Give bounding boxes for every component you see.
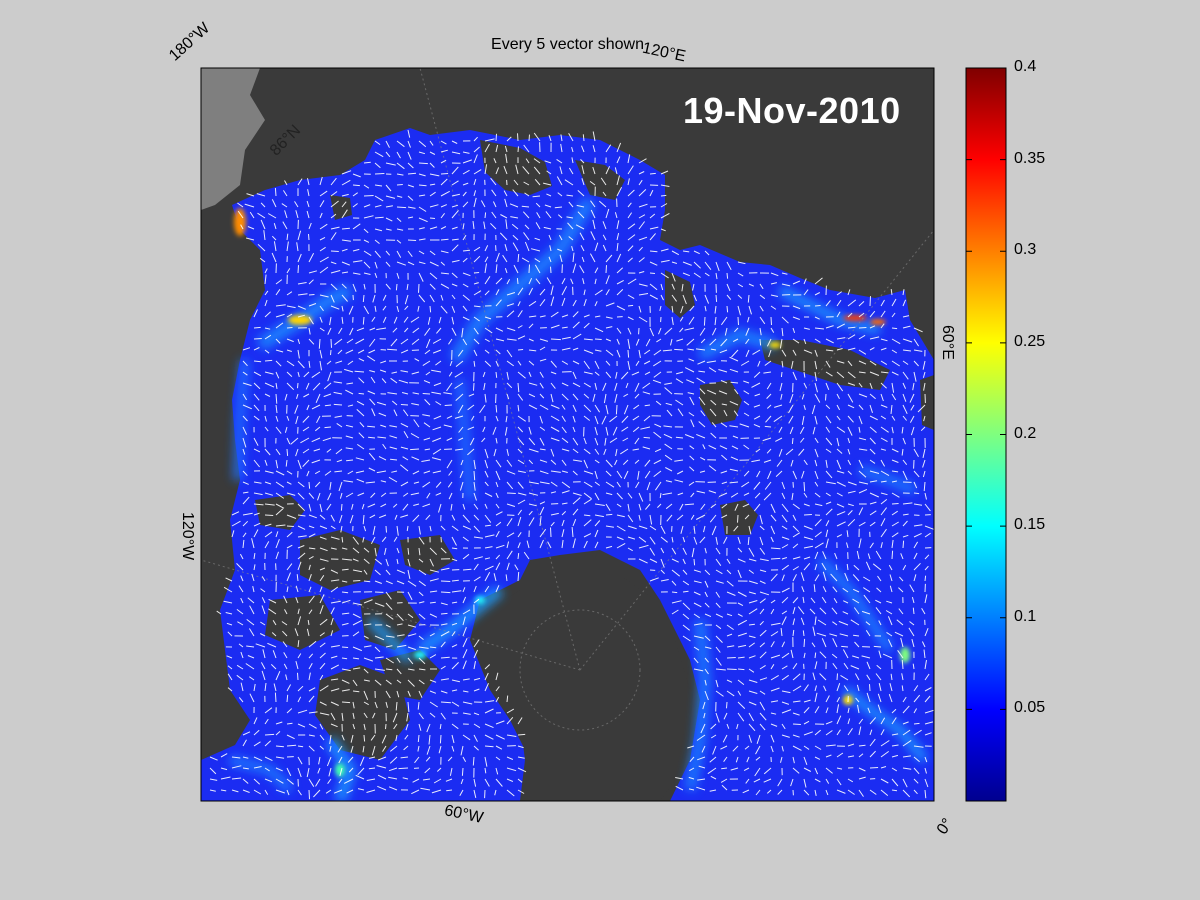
island [360,590,420,650]
colorbar-tick-label: 0.1 [1014,607,1037,625]
velocity-vectors [209,129,934,800]
outside-domain-area [201,68,265,210]
island [575,160,625,200]
map-frame [200,67,935,802]
island [300,530,380,590]
colorbar-tick-label: 0.4 [1014,58,1037,75]
island [330,195,352,220]
label-lon-120w: 120°W [179,512,196,561]
colorbar-tick-label: 0.35 [1014,149,1046,167]
colorbar-tick-label: 0.2 [1014,424,1037,442]
speed-highlights [228,196,929,801]
island [400,535,455,575]
island [265,595,340,650]
island [920,375,934,430]
graticule [201,68,934,731]
colorbar-tick-label: 0.25 [1014,332,1046,350]
date-stamp: 19-Nov-2010 [683,90,901,131]
vector-arrows [209,129,934,800]
colorbar-tick-label: 0.05 [1014,699,1046,717]
colorbar [965,67,1007,802]
colorbar-tick-label: 0.15 [1014,516,1046,534]
island [380,650,440,700]
label-lon-60e: 60°E [939,325,956,360]
colorbar-tick-label: 0.3 [1014,241,1037,259]
island [720,500,758,535]
greenland [470,565,690,801]
plot-title: Every 5 vector shown [491,36,644,53]
colorbar-ticks [966,67,1006,710]
